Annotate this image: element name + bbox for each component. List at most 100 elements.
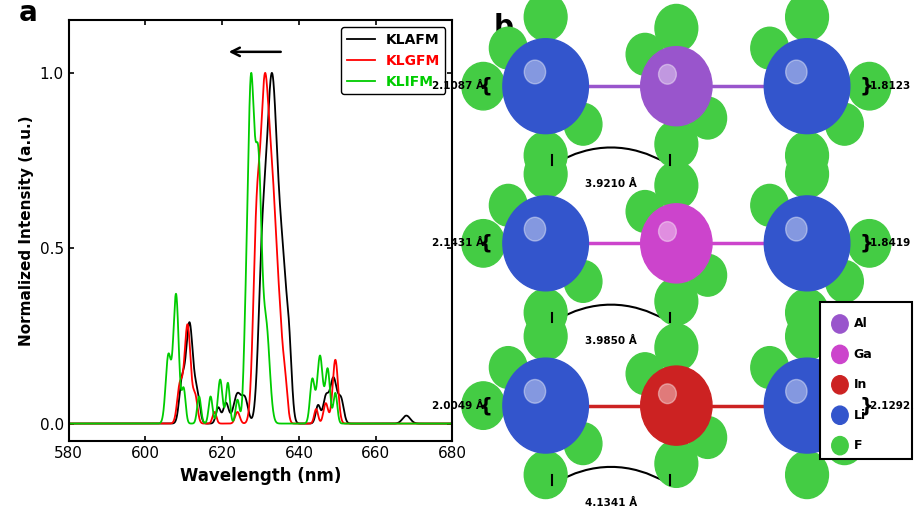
Circle shape (786, 0, 828, 41)
Circle shape (832, 315, 848, 333)
KLGFM (313, 413, 324, 419)
KLGFM (293, 420, 304, 426)
Circle shape (689, 97, 727, 139)
Circle shape (525, 313, 567, 360)
Text: 3.9850 Å: 3.9850 Å (585, 336, 637, 346)
Text: {: { (479, 77, 493, 96)
KLGFM (447, 420, 458, 426)
KLAFM (133, 420, 143, 426)
KLAFM (293, 420, 304, 426)
Circle shape (832, 406, 848, 424)
Circle shape (626, 191, 664, 232)
Circle shape (786, 151, 828, 198)
Text: Al: Al (854, 317, 867, 331)
Circle shape (462, 382, 505, 429)
Circle shape (641, 204, 712, 283)
KLIFM (133, 420, 143, 426)
Circle shape (525, 380, 546, 403)
KLIFM (246, 70, 257, 76)
Circle shape (564, 103, 602, 145)
Text: Ga: Ga (854, 348, 873, 361)
KLIFM (349, 420, 360, 426)
KLGFM (260, 70, 271, 76)
Circle shape (655, 278, 697, 325)
Text: a: a (18, 0, 37, 27)
Circle shape (764, 358, 850, 453)
Circle shape (626, 33, 664, 75)
X-axis label: Wavelength (nm): Wavelength (nm) (180, 466, 341, 485)
Circle shape (786, 218, 807, 241)
Circle shape (564, 423, 602, 464)
Text: 4.1341 Å: 4.1341 Å (585, 498, 637, 507)
Text: 2.0049 Å: 2.0049 Å (431, 401, 484, 411)
KLIFM (447, 420, 458, 426)
FancyBboxPatch shape (821, 302, 912, 459)
KLIFM (209, 415, 220, 421)
Circle shape (489, 185, 527, 226)
KLAFM (63, 420, 74, 426)
KLIFM (313, 364, 324, 370)
KLAFM (266, 70, 277, 76)
Circle shape (750, 27, 789, 69)
Circle shape (825, 261, 864, 302)
KLAFM (378, 420, 389, 426)
Text: 2.1292 Å: 2.1292 Å (870, 401, 914, 411)
Circle shape (655, 121, 697, 168)
Circle shape (641, 366, 712, 445)
Circle shape (832, 437, 848, 455)
Text: }: } (860, 234, 874, 253)
Circle shape (462, 62, 505, 110)
Circle shape (750, 347, 789, 388)
Text: b: b (494, 13, 514, 41)
Circle shape (503, 196, 589, 291)
Text: {: { (479, 396, 493, 415)
Text: F: F (854, 439, 862, 452)
Circle shape (786, 289, 828, 336)
Circle shape (689, 255, 727, 296)
Circle shape (825, 103, 864, 145)
Legend: KLAFM, KLGFM, KLIFM: KLAFM, KLGFM, KLIFM (341, 27, 445, 94)
Circle shape (848, 62, 891, 110)
Circle shape (525, 132, 567, 179)
KLAFM (209, 414, 220, 420)
KLGFM (349, 420, 360, 426)
Text: 1.8123 Å: 1.8123 Å (870, 81, 914, 91)
Circle shape (525, 451, 567, 498)
Circle shape (764, 196, 850, 291)
Circle shape (564, 261, 602, 302)
Text: }: } (860, 77, 874, 96)
Circle shape (489, 27, 527, 69)
Circle shape (786, 132, 828, 179)
Circle shape (655, 440, 697, 487)
Text: 2.1087 Å: 2.1087 Å (431, 81, 484, 91)
Circle shape (658, 222, 676, 241)
Circle shape (525, 151, 567, 198)
Text: 2.1431 Å: 2.1431 Å (431, 238, 484, 248)
Circle shape (525, 218, 546, 241)
Circle shape (786, 313, 828, 360)
Circle shape (525, 60, 546, 84)
Circle shape (750, 185, 789, 226)
KLAFM (447, 420, 458, 426)
Circle shape (848, 220, 891, 267)
Circle shape (503, 358, 589, 453)
Circle shape (489, 347, 527, 388)
KLAFM (313, 402, 324, 408)
KLIFM (378, 420, 389, 426)
Y-axis label: Normalized Intensity (a.u.): Normalized Intensity (a.u.) (19, 116, 34, 346)
KLGFM (63, 420, 74, 426)
Circle shape (786, 60, 807, 84)
Circle shape (655, 5, 697, 52)
Circle shape (786, 380, 807, 403)
KLIFM (418, 420, 429, 426)
Circle shape (655, 324, 697, 371)
Circle shape (786, 451, 828, 498)
Text: In: In (854, 378, 867, 391)
KLIFM (63, 420, 74, 426)
Circle shape (658, 384, 676, 404)
KLGFM (209, 410, 220, 416)
Circle shape (825, 423, 864, 464)
Circle shape (689, 417, 727, 458)
Circle shape (462, 220, 505, 267)
KLGFM (378, 420, 389, 426)
